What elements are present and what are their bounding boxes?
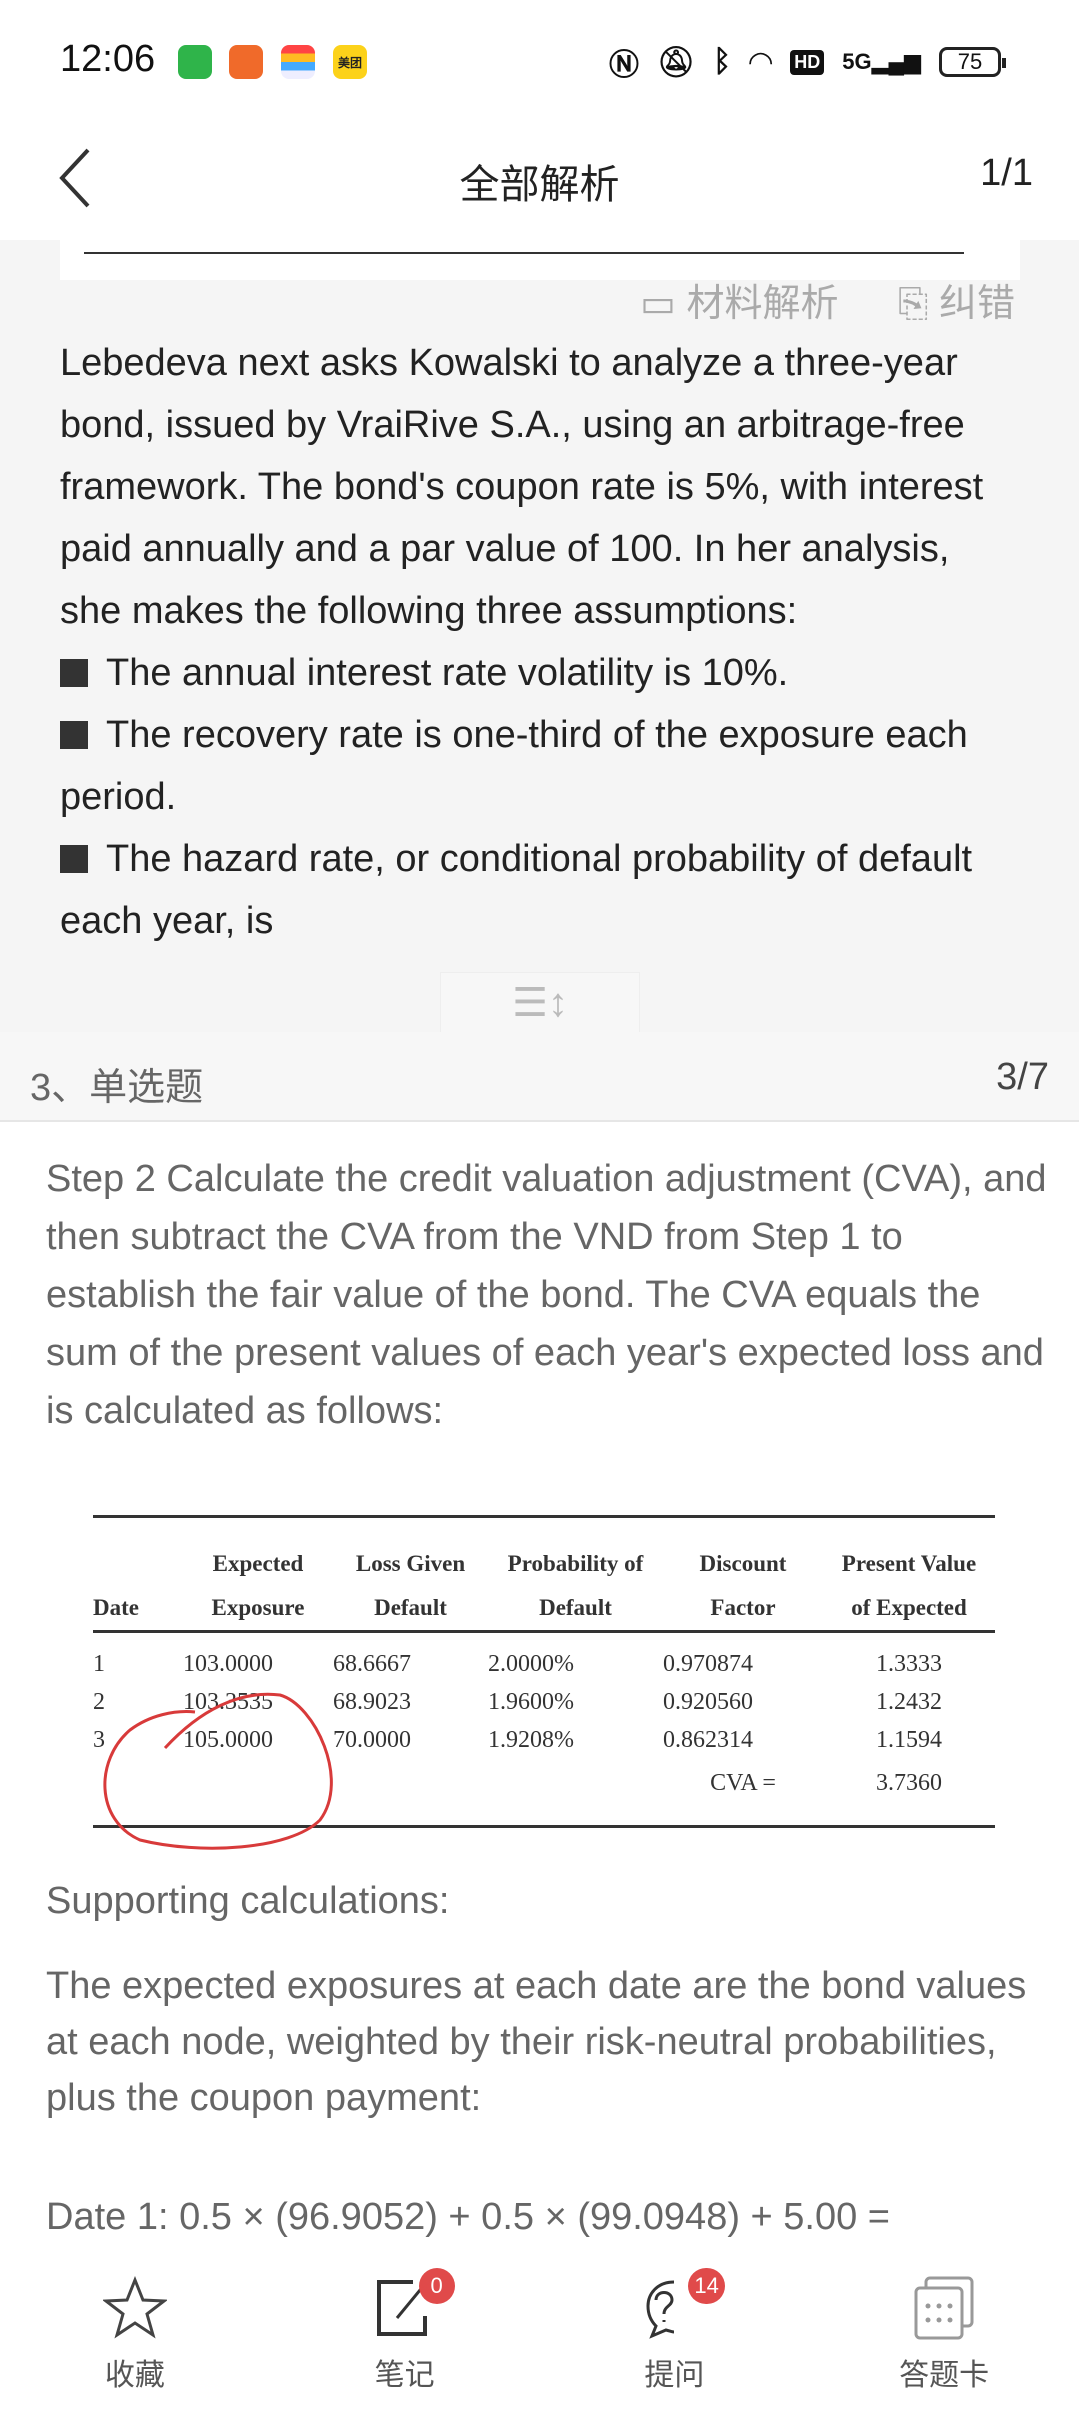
messages-app-icon — [178, 45, 212, 79]
header-pd: Probability of Default — [507, 1551, 644, 1620]
cva-table: Date Expected Exposure Loss Given Default … — [93, 1515, 995, 1828]
table-top-rule — [93, 1515, 995, 1518]
star-icon — [102, 2276, 167, 2339]
nav-label: 收藏 — [104, 2359, 165, 2392]
table-cell: 0.920560 — [663, 1688, 753, 1715]
clock: 12:06 — [60, 38, 156, 80]
table-header: Date Expected Exposure Loss Given Default … — [93, 1518, 995, 1633]
table-cell: 3 — [93, 1726, 105, 1753]
nav-label: 答题卡 — [899, 2359, 990, 2392]
back-arrow-icon[interactable] — [58, 148, 98, 208]
header — [0, 120, 1079, 240]
table-row: 3 105.0000 70.0000 1.9208% 0.862314 1.1594 — [93, 1721, 995, 1759]
bullet-square-icon — [60, 721, 88, 749]
material-passage[interactable]: ▭ 材料解析 ⎘ 纠错 Lebedeva next asks Kowalski … — [0, 240, 1079, 1032]
bullet-text: The recovery rate is one-third of the ex… — [60, 714, 968, 818]
question-number: 3/7 — [996, 1056, 1049, 1098]
supporting-heading: Supporting calculations: — [46, 1880, 450, 1922]
bullet-item: The recovery rate is one-third of the ex… — [60, 704, 1020, 828]
report-error-icon: ⎘ — [898, 283, 929, 325]
bluetooth-icon: ᛒ — [713, 45, 732, 78]
table-cell: 1.1594 — [876, 1726, 942, 1753]
wifi-icon: ◠ — [749, 45, 773, 79]
table-body: 1 103.0000 68.6667 2.0000% 0.970874 1.3333 2 10… — [93, 1645, 995, 1759]
cva-total-row: CVA = 3.7360 — [93, 1759, 995, 1807]
nav-label: 提问 — [644, 2359, 705, 2392]
bullet-text: The hazard rate, or conditional probabil… — [60, 838, 973, 942]
nav-answer-card[interactable]: 答题卡 — [809, 2248, 1079, 2411]
bullet-square-icon — [60, 845, 88, 873]
battery-icon: 75 — [939, 47, 1006, 77]
table-cell: 1 — [93, 1650, 105, 1677]
status-bar: 12:06 美团 Ⓝ 🔕︎ ᛒ ◠ HD 5G▂▄▆ 75 — [0, 0, 1079, 120]
table-cell: 1.9208% — [488, 1726, 574, 1753]
bullet-item: The annual interest rate volatility is 1… — [60, 642, 1020, 704]
bullet-item: The hazard rate, or conditional probabil… — [60, 828, 1020, 952]
table-cell: 70.0000 — [333, 1726, 411, 1753]
resize-handle[interactable]: ☰↕ — [440, 972, 640, 1032]
table-bottom-rule — [93, 1825, 995, 1828]
mute-icon: 🔕︎ — [657, 45, 696, 79]
cva-value: 3.7360 — [876, 1769, 942, 1796]
wallet-app-icon — [281, 45, 315, 79]
passage-text: Lebedeva next asks Kowalski to analyze a… — [60, 332, 1020, 952]
divider — [84, 252, 964, 254]
signal-icon: 5G▂▄▆ — [842, 49, 921, 74]
bottom-nav: 收藏 0 笔记 14 提问 答题卡 — [0, 2248, 1079, 2411]
answer-card-icon — [914, 2276, 974, 2340]
table-row: 2 103.3535 68.9023 1.9600% 0.920560 1.2432 — [93, 1683, 995, 1721]
passage-intro: Lebedeva next asks Kowalski to analyze a… — [60, 342, 984, 632]
battery-level: 75 — [957, 49, 983, 74]
exposure-paragraph: The expected exposures at each date are … — [46, 1965, 1027, 2119]
report-error-button[interactable]: ⎘ 纠错 — [898, 280, 1015, 328]
passage-top — [60, 240, 1020, 280]
nav-notes[interactable]: 0 笔记 — [270, 2248, 540, 2411]
table-cell: 1.2432 — [876, 1688, 942, 1715]
hd-icon: HD — [790, 49, 825, 75]
table-cell: 68.9023 — [333, 1688, 411, 1715]
nav-favorite[interactable]: 收藏 — [0, 2248, 270, 2411]
nav-label: 笔记 — [374, 2359, 435, 2392]
header-lgd: Loss Given Default — [355, 1551, 466, 1620]
meituan-label: 美团 — [337, 55, 362, 70]
red-circle-annotation — [103, 1692, 333, 1850]
date1-calculation: Date 1: 0.5 × (96.9052) + 0.5 × (99.0948… — [46, 2196, 890, 2238]
table-cell: 105.0000 — [183, 1726, 273, 1753]
table-cell: 1.9600% — [488, 1688, 574, 1715]
nfc-icon: Ⓝ — [609, 49, 640, 82]
bullet-square-icon — [60, 659, 88, 687]
header-df: Discount Factor — [699, 1551, 787, 1620]
answer-step2: Step 2 Calculate the credit valuation ad… — [46, 1158, 1047, 1432]
question-bubble-icon — [646, 2280, 675, 2339]
drag-resize-icon: ☰↕ — [512, 980, 568, 1025]
table-cell: 0.862314 — [663, 1726, 753, 1753]
report-error-label: 纠错 — [938, 283, 1015, 325]
material-icon: ▭ — [640, 283, 676, 325]
table-cell: 0.970874 — [663, 1650, 753, 1677]
question-type: 3、单选题 — [30, 1067, 204, 1109]
bullet-text: The annual interest rate volatility is 1… — [106, 652, 789, 694]
header-date: Date — [93, 1595, 139, 1620]
meituan-app-icon: 美团 — [333, 45, 367, 79]
page-title: 全部解析 — [459, 163, 620, 207]
question-header: 3、单选题 3/7 — [0, 1032, 1079, 1122]
material-analysis-label: 材料解析 — [686, 283, 839, 325]
material-analysis-button[interactable]: ▭ 材料解析 — [640, 280, 838, 328]
table-row: 1 103.0000 68.6667 2.0000% 0.970874 1.3333 — [93, 1645, 995, 1683]
table-cell: 2.0000% — [488, 1650, 574, 1677]
page-counter: 1/1 — [980, 152, 1033, 194]
questions-badge: 14 — [688, 2268, 725, 2304]
app-orange-icon — [229, 45, 263, 79]
table-cell: 2 — [93, 1688, 105, 1715]
table-cell: 1.3333 — [876, 1650, 942, 1677]
network-type: 5G — [842, 49, 872, 74]
cva-label: CVA = — [710, 1769, 776, 1796]
table-cell: 68.6667 — [333, 1650, 411, 1677]
notes-badge: 0 — [418, 2268, 455, 2304]
nav-ask[interactable]: 14 提问 — [540, 2248, 810, 2411]
table-cell: 103.0000 — [183, 1650, 273, 1677]
system-icons: Ⓝ 🔕︎ ᛒ ◠ HD 5G▂▄▆ 75 — [609, 40, 1006, 84]
header-pv: Present Value of Expected — [841, 1551, 977, 1620]
header-exposure: Expected Exposure — [211, 1551, 305, 1620]
